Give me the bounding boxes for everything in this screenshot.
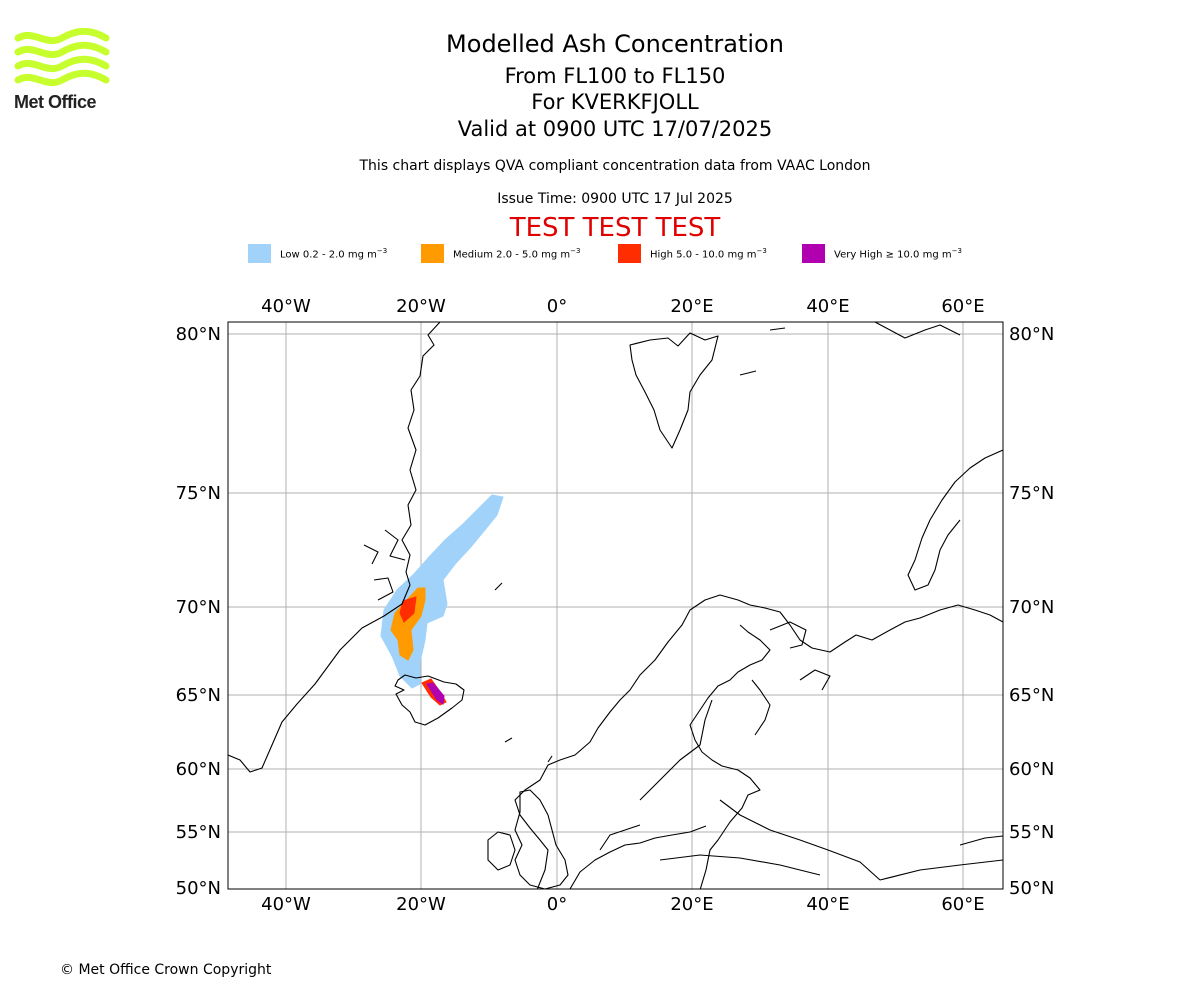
- tick-bottom-40w: 40°W: [261, 894, 311, 915]
- graticule: [228, 322, 1003, 889]
- tick-bottom-40e: 40°E: [806, 894, 849, 915]
- legend-swatch-very-high: [802, 244, 825, 263]
- tick-bottom-60e: 60°E: [941, 894, 984, 915]
- legend-label-medium: Medium 2.0 - 5.0 mg m: [453, 249, 571, 261]
- tick-right-80n: 80°N: [1009, 324, 1054, 345]
- logo-text: Met Office: [14, 92, 97, 112]
- tick-right-70n: 70°N: [1009, 597, 1054, 618]
- ash-plume: [380, 494, 504, 706]
- tick-left-55n: 55°N: [176, 822, 221, 843]
- tick-top-40w: 40°W: [261, 296, 311, 317]
- legend-swatch-low: [248, 244, 271, 263]
- coast-britain: [514, 789, 569, 889]
- logo-wave: [14, 69, 110, 87]
- logo-wave: [14, 55, 110, 73]
- tick-top-20w: 20°W: [396, 296, 446, 317]
- ash-medium-area: [390, 587, 426, 661]
- chart-title: Modelled Ash Concentration: [446, 30, 784, 58]
- tick-left-80n: 80°N: [176, 324, 221, 345]
- coast-svalbard: [629, 332, 719, 449]
- coast-ireland: [487, 831, 516, 871]
- tick-bottom-0: 0°: [547, 894, 567, 915]
- map-frame: [227, 321, 1004, 890]
- coast-baltic: [689, 624, 771, 889]
- logo-wave: [14, 28, 110, 45]
- legend-swatch-high: [618, 244, 641, 263]
- ash-low-area: [380, 494, 504, 689]
- tick-right-65n: 65°N: [1009, 685, 1054, 706]
- tick-left-65n: 65°N: [176, 685, 221, 706]
- tick-left-75n: 75°N: [176, 483, 221, 504]
- tick-top-0: 0°: [547, 296, 567, 317]
- coast-greenland: [228, 322, 441, 773]
- valid-time: Valid at 0900 UTC 17/07/2025: [457, 117, 773, 141]
- test-banner: TEST TEST TEST: [509, 213, 721, 243]
- volcano-name: For KVERKFJOLL: [531, 90, 699, 114]
- coast-scandinavia: [514, 594, 1003, 889]
- tick-right-60n: 60°N: [1009, 759, 1054, 780]
- legend-label-very-high: Very High ≥ 10.0 mg m: [834, 249, 952, 261]
- tick-top-40e: 40°E: [806, 296, 849, 317]
- copyright-notice: © Met Office Crown Copyright: [60, 962, 272, 978]
- legend-label-high: High 5.0 - 10.0 mg m: [650, 249, 757, 261]
- coast-novaya-zemlya: [907, 449, 1003, 591]
- ash-very-high-area: [426, 682, 445, 705]
- flight-levels: From FL100 to FL150: [504, 64, 726, 88]
- qva-disclaimer: This chart displays QVA compliant concen…: [359, 158, 871, 174]
- tick-left-70n: 70°N: [176, 597, 221, 618]
- right-lat-labels: 80°N 75°N 70°N 65°N 60°N 55°N 50°N: [1009, 324, 1054, 899]
- tick-right-75n: 75°N: [1009, 483, 1054, 504]
- coast-iceland: [394, 674, 465, 726]
- top-lon-labels: 40°W 20°W 0° 20°E 40°E 60°E: [261, 296, 984, 317]
- left-lat-labels: 80°N 75°N 70°N 65°N 60°N 55°N 50°N: [176, 324, 221, 899]
- tick-right-55n: 55°N: [1009, 822, 1054, 843]
- tick-left-60n: 60°N: [176, 759, 221, 780]
- legend-label-low: Low 0.2 - 2.0 mg m: [280, 249, 377, 261]
- legend-swatch-medium: [421, 244, 444, 263]
- bottom-lon-labels: 40°W 20°W 0° 20°E 40°E 60°E: [261, 894, 984, 915]
- issue-time: Issue Time: 0900 UTC 17 Jul 2025: [497, 191, 733, 207]
- ash-high-area: [399, 596, 417, 623]
- tick-top-60e: 60°E: [941, 296, 984, 317]
- logo-wave: [14, 41, 110, 59]
- tick-bottom-20w: 20°W: [396, 894, 446, 915]
- tick-bottom-20e: 20°E: [670, 894, 713, 915]
- met-office-logo: [14, 28, 110, 87]
- coastlines: [228, 322, 1003, 889]
- tick-right-50n: 50°N: [1009, 878, 1054, 899]
- tick-left-50n: 50°N: [176, 878, 221, 899]
- tick-top-20e: 20°E: [670, 296, 713, 317]
